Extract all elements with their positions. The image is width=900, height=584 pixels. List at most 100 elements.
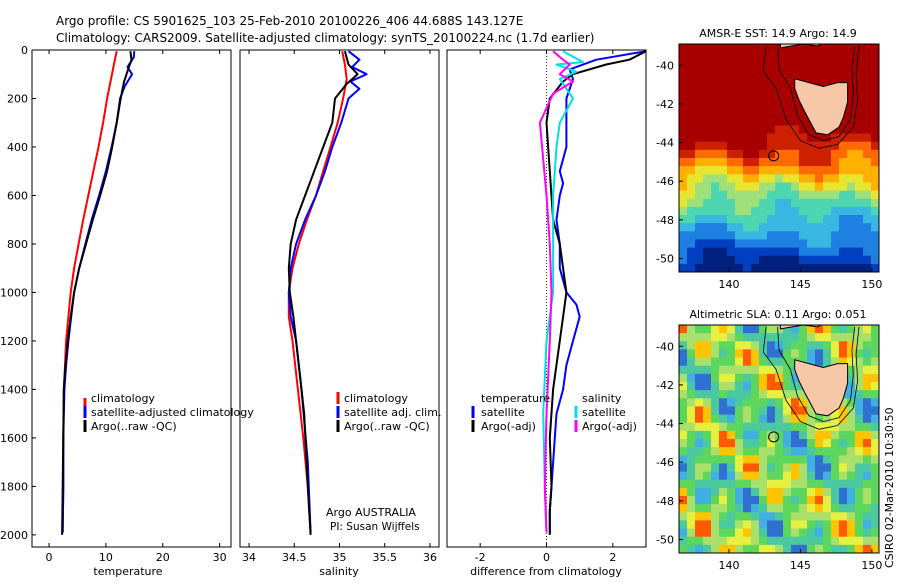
y-tick-label: 1000 bbox=[0, 286, 28, 299]
map-cell bbox=[847, 447, 856, 456]
x-tick-label: 140 bbox=[719, 278, 740, 291]
y-tick-label: -46 bbox=[656, 175, 674, 188]
map-cell bbox=[863, 263, 872, 272]
map-cell bbox=[687, 44, 696, 53]
map-cell bbox=[807, 504, 816, 513]
map-cell bbox=[783, 479, 792, 489]
map-cell bbox=[711, 84, 720, 94]
map-cell bbox=[823, 182, 832, 191]
map-cell bbox=[687, 166, 696, 175]
map-cell bbox=[815, 487, 824, 497]
map-cell bbox=[687, 158, 696, 167]
map-cell bbox=[775, 76, 784, 86]
map-cell bbox=[695, 68, 704, 77]
map-cell bbox=[703, 215, 712, 224]
map-cell bbox=[679, 52, 688, 61]
map-cell bbox=[783, 496, 792, 505]
map-cell bbox=[687, 182, 696, 191]
map-cell bbox=[783, 357, 792, 367]
map-cell bbox=[719, 133, 728, 143]
map-cell bbox=[783, 149, 792, 159]
x-tick-label: 150 bbox=[861, 559, 882, 572]
map-cell bbox=[823, 141, 832, 151]
map-cell bbox=[767, 528, 776, 538]
map-cell bbox=[727, 325, 736, 334]
map-cell bbox=[735, 174, 744, 183]
map-cell bbox=[719, 84, 728, 94]
map-cell bbox=[863, 125, 872, 134]
map-cell bbox=[871, 487, 879, 497]
map-cell bbox=[847, 231, 856, 240]
map-cell bbox=[855, 471, 864, 481]
map-cell bbox=[727, 479, 736, 489]
map-cell bbox=[767, 68, 776, 77]
map-cell bbox=[687, 390, 696, 399]
map-cell bbox=[695, 357, 704, 367]
map-cell bbox=[783, 84, 792, 94]
map-cell bbox=[839, 520, 848, 529]
map-cell bbox=[775, 125, 784, 134]
map-cell bbox=[759, 60, 768, 69]
map-cell bbox=[783, 430, 792, 440]
map-cell bbox=[727, 44, 736, 53]
legend-label-salinity-argo: Argo(-adj) bbox=[582, 420, 637, 433]
map-cell bbox=[711, 149, 720, 159]
map-cell bbox=[711, 471, 720, 481]
map-cell bbox=[711, 463, 720, 472]
map-cell bbox=[871, 190, 879, 200]
map-cell bbox=[735, 479, 744, 489]
map-cell bbox=[767, 496, 776, 505]
map-cell bbox=[687, 117, 696, 126]
map-cell bbox=[767, 223, 776, 232]
map-cell bbox=[799, 133, 808, 143]
map-cell bbox=[727, 471, 736, 481]
map-cell bbox=[807, 263, 816, 272]
map-cell bbox=[815, 141, 824, 151]
map-cell bbox=[847, 471, 856, 481]
map-cell bbox=[759, 512, 768, 521]
map-cell bbox=[727, 398, 736, 407]
map-cell bbox=[687, 349, 696, 358]
map-cell bbox=[767, 439, 776, 448]
map-cell bbox=[743, 149, 752, 159]
map-cell bbox=[687, 239, 696, 248]
map-cell bbox=[743, 349, 752, 358]
map-cell bbox=[871, 149, 879, 159]
map-cell bbox=[687, 536, 696, 546]
map-cell bbox=[695, 84, 704, 94]
map-cell bbox=[847, 430, 856, 440]
map-cell bbox=[807, 463, 816, 472]
map-cell bbox=[775, 471, 784, 481]
map-cell bbox=[871, 544, 879, 553]
x-tick-label: 2 bbox=[609, 551, 616, 564]
map-cell bbox=[727, 487, 736, 497]
map-cell bbox=[743, 512, 752, 521]
map-cell bbox=[759, 117, 768, 126]
map-cell bbox=[839, 215, 848, 224]
map-cell bbox=[847, 44, 856, 53]
map-cell bbox=[767, 544, 776, 553]
map-cell bbox=[791, 166, 800, 175]
map-cell bbox=[791, 68, 800, 77]
map-cell bbox=[719, 44, 728, 53]
map-cell bbox=[855, 149, 864, 159]
temperature-legend: climatology satellite-adjusted climatolo… bbox=[83, 392, 254, 433]
map-cell bbox=[679, 520, 688, 529]
map-cell bbox=[791, 349, 800, 358]
map-cell bbox=[799, 263, 808, 272]
map-cell bbox=[711, 92, 720, 102]
map-cell bbox=[727, 357, 736, 367]
map-cell bbox=[751, 84, 760, 94]
map-cell bbox=[815, 455, 824, 464]
map-cell bbox=[735, 166, 744, 175]
map-cell bbox=[759, 520, 768, 529]
map-cell bbox=[863, 92, 872, 102]
map-cell bbox=[791, 174, 800, 183]
map-cell bbox=[759, 44, 768, 53]
map-cell bbox=[807, 133, 816, 143]
map-cell bbox=[687, 215, 696, 224]
map-cell bbox=[735, 158, 744, 167]
map-cell bbox=[815, 544, 824, 553]
map-cell bbox=[703, 133, 712, 143]
map-cell bbox=[775, 174, 784, 183]
